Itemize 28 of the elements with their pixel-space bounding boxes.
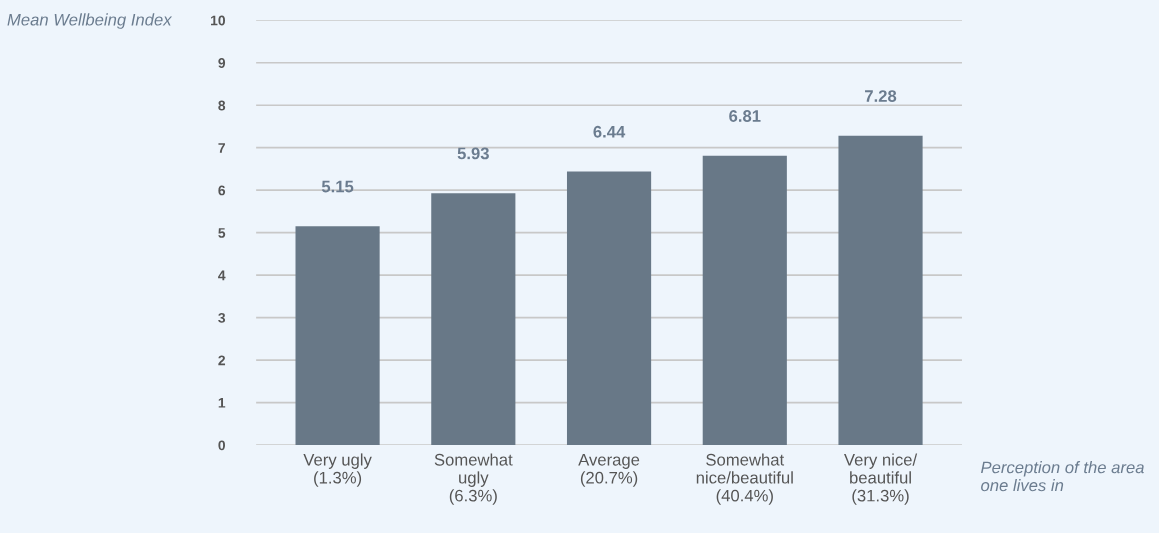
y-axis-title: Mean Wellbeing Index <box>7 13 173 29</box>
x-tick-label: Very ugly (1.3%) <box>303 453 372 487</box>
x-tick-label: Somewhat ugly (6.3%) <box>434 453 513 505</box>
y-tick-label: 6 <box>218 185 226 196</box>
x-tick-label: Somewhat nice/beautiful (40.4%) <box>696 453 793 505</box>
y-tick-label: 9 <box>218 58 226 68</box>
data-label: 5.15 <box>321 180 354 193</box>
data-label: 5.93 <box>457 147 489 160</box>
x-tick-label: Average (20.7%) <box>578 454 640 487</box>
y-tick-label: 3 <box>218 312 226 323</box>
y-tick-label: 1 <box>218 398 226 408</box>
data-label: 7.28 <box>865 90 897 102</box>
data-label: 6.81 <box>729 110 761 122</box>
y-tick-label: 7 <box>218 143 225 153</box>
y-tick-label: 0 <box>218 440 226 451</box>
bar <box>838 135 923 446</box>
x-tick-label: Very nice/ beautiful (31.3%) <box>844 453 918 505</box>
data-label: 6.44 <box>593 125 626 138</box>
y-tick-label: 5 <box>218 228 226 238</box>
x-axis-title: Perception of the area one lives in <box>981 461 1144 492</box>
bar <box>295 226 380 446</box>
y-tick-label: 10 <box>211 15 226 26</box>
y-tick-label: 8 <box>218 100 226 111</box>
bar <box>431 193 516 446</box>
y-tick-label: 4 <box>218 270 226 281</box>
bar <box>566 171 652 446</box>
y-tick-label: 2 <box>218 355 226 366</box>
bar <box>702 155 787 446</box>
